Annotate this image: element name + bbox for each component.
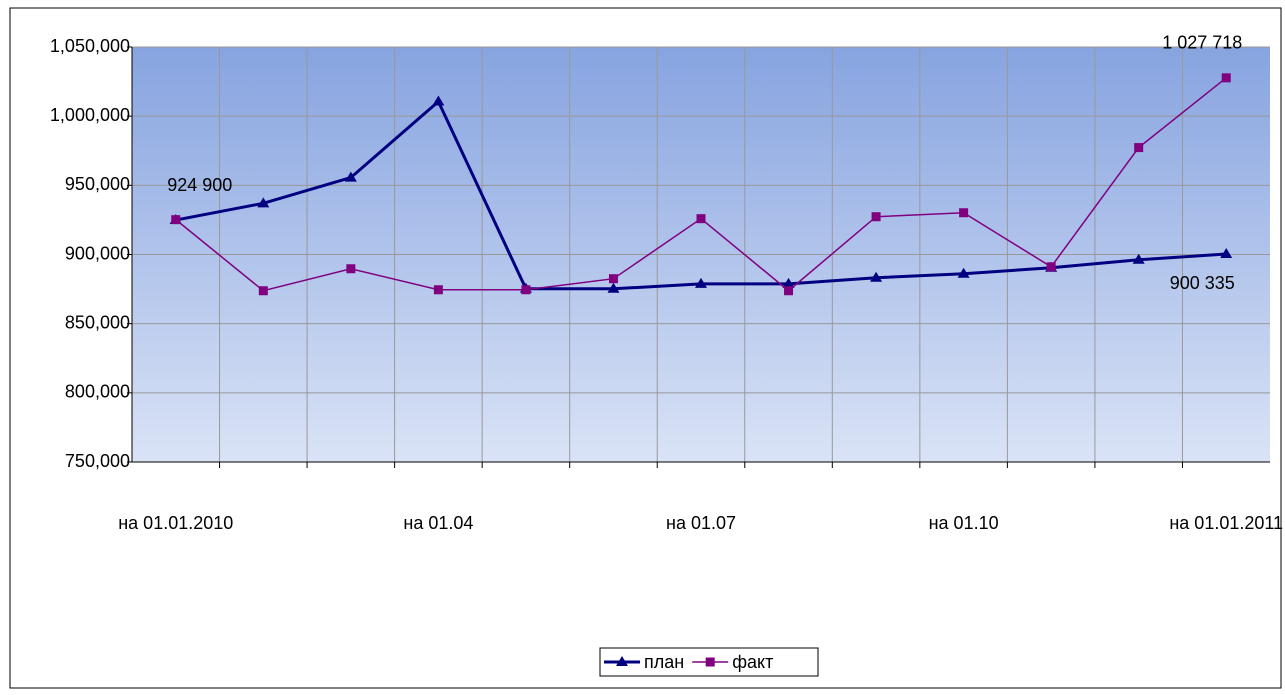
marker xyxy=(957,267,970,278)
marker xyxy=(784,286,794,296)
legend-label: план xyxy=(644,652,684,672)
data-label: 924 900 xyxy=(167,175,232,195)
marker xyxy=(344,171,357,182)
marker xyxy=(521,285,531,295)
data-label: 1 027 718 xyxy=(1162,33,1242,53)
y-tick-label: 1,050,000 xyxy=(50,36,130,56)
marker xyxy=(959,208,969,218)
y-tick-label: 900,000 xyxy=(65,243,130,263)
marker xyxy=(1221,73,1231,83)
x-tick-label: на 01.04 xyxy=(403,513,473,533)
marker xyxy=(696,214,706,224)
y-tick-label: 1,000,000 xyxy=(50,105,130,125)
marker xyxy=(695,277,707,288)
marker xyxy=(607,282,620,293)
y-tick-label: 850,000 xyxy=(65,312,130,332)
marker xyxy=(1132,253,1145,264)
marker xyxy=(1046,262,1056,272)
marker xyxy=(871,212,881,222)
legend-label: факт xyxy=(732,652,773,672)
y-tick-label: 950,000 xyxy=(65,174,130,194)
marker xyxy=(432,95,445,106)
marker xyxy=(782,277,795,288)
marker xyxy=(257,197,270,208)
data-label: 900 335 xyxy=(1170,273,1235,293)
x-tick-label: на 01.07 xyxy=(666,513,736,533)
marker xyxy=(171,215,181,225)
marker xyxy=(346,264,356,274)
y-tick-label: 800,000 xyxy=(65,382,130,402)
marker xyxy=(616,656,628,666)
x-tick-label: на 01.01.2011 xyxy=(1169,513,1283,533)
marker xyxy=(258,286,268,296)
x-tick-label: на 01.01.2010 xyxy=(118,513,233,533)
marker xyxy=(608,274,618,284)
y-tick-label: 750,000 xyxy=(65,451,130,471)
marker xyxy=(705,657,715,667)
marker xyxy=(870,271,883,282)
x-tick-label: на 01.10 xyxy=(929,513,999,533)
marker xyxy=(433,285,443,295)
marker xyxy=(1220,248,1233,259)
marker xyxy=(1134,143,1144,153)
